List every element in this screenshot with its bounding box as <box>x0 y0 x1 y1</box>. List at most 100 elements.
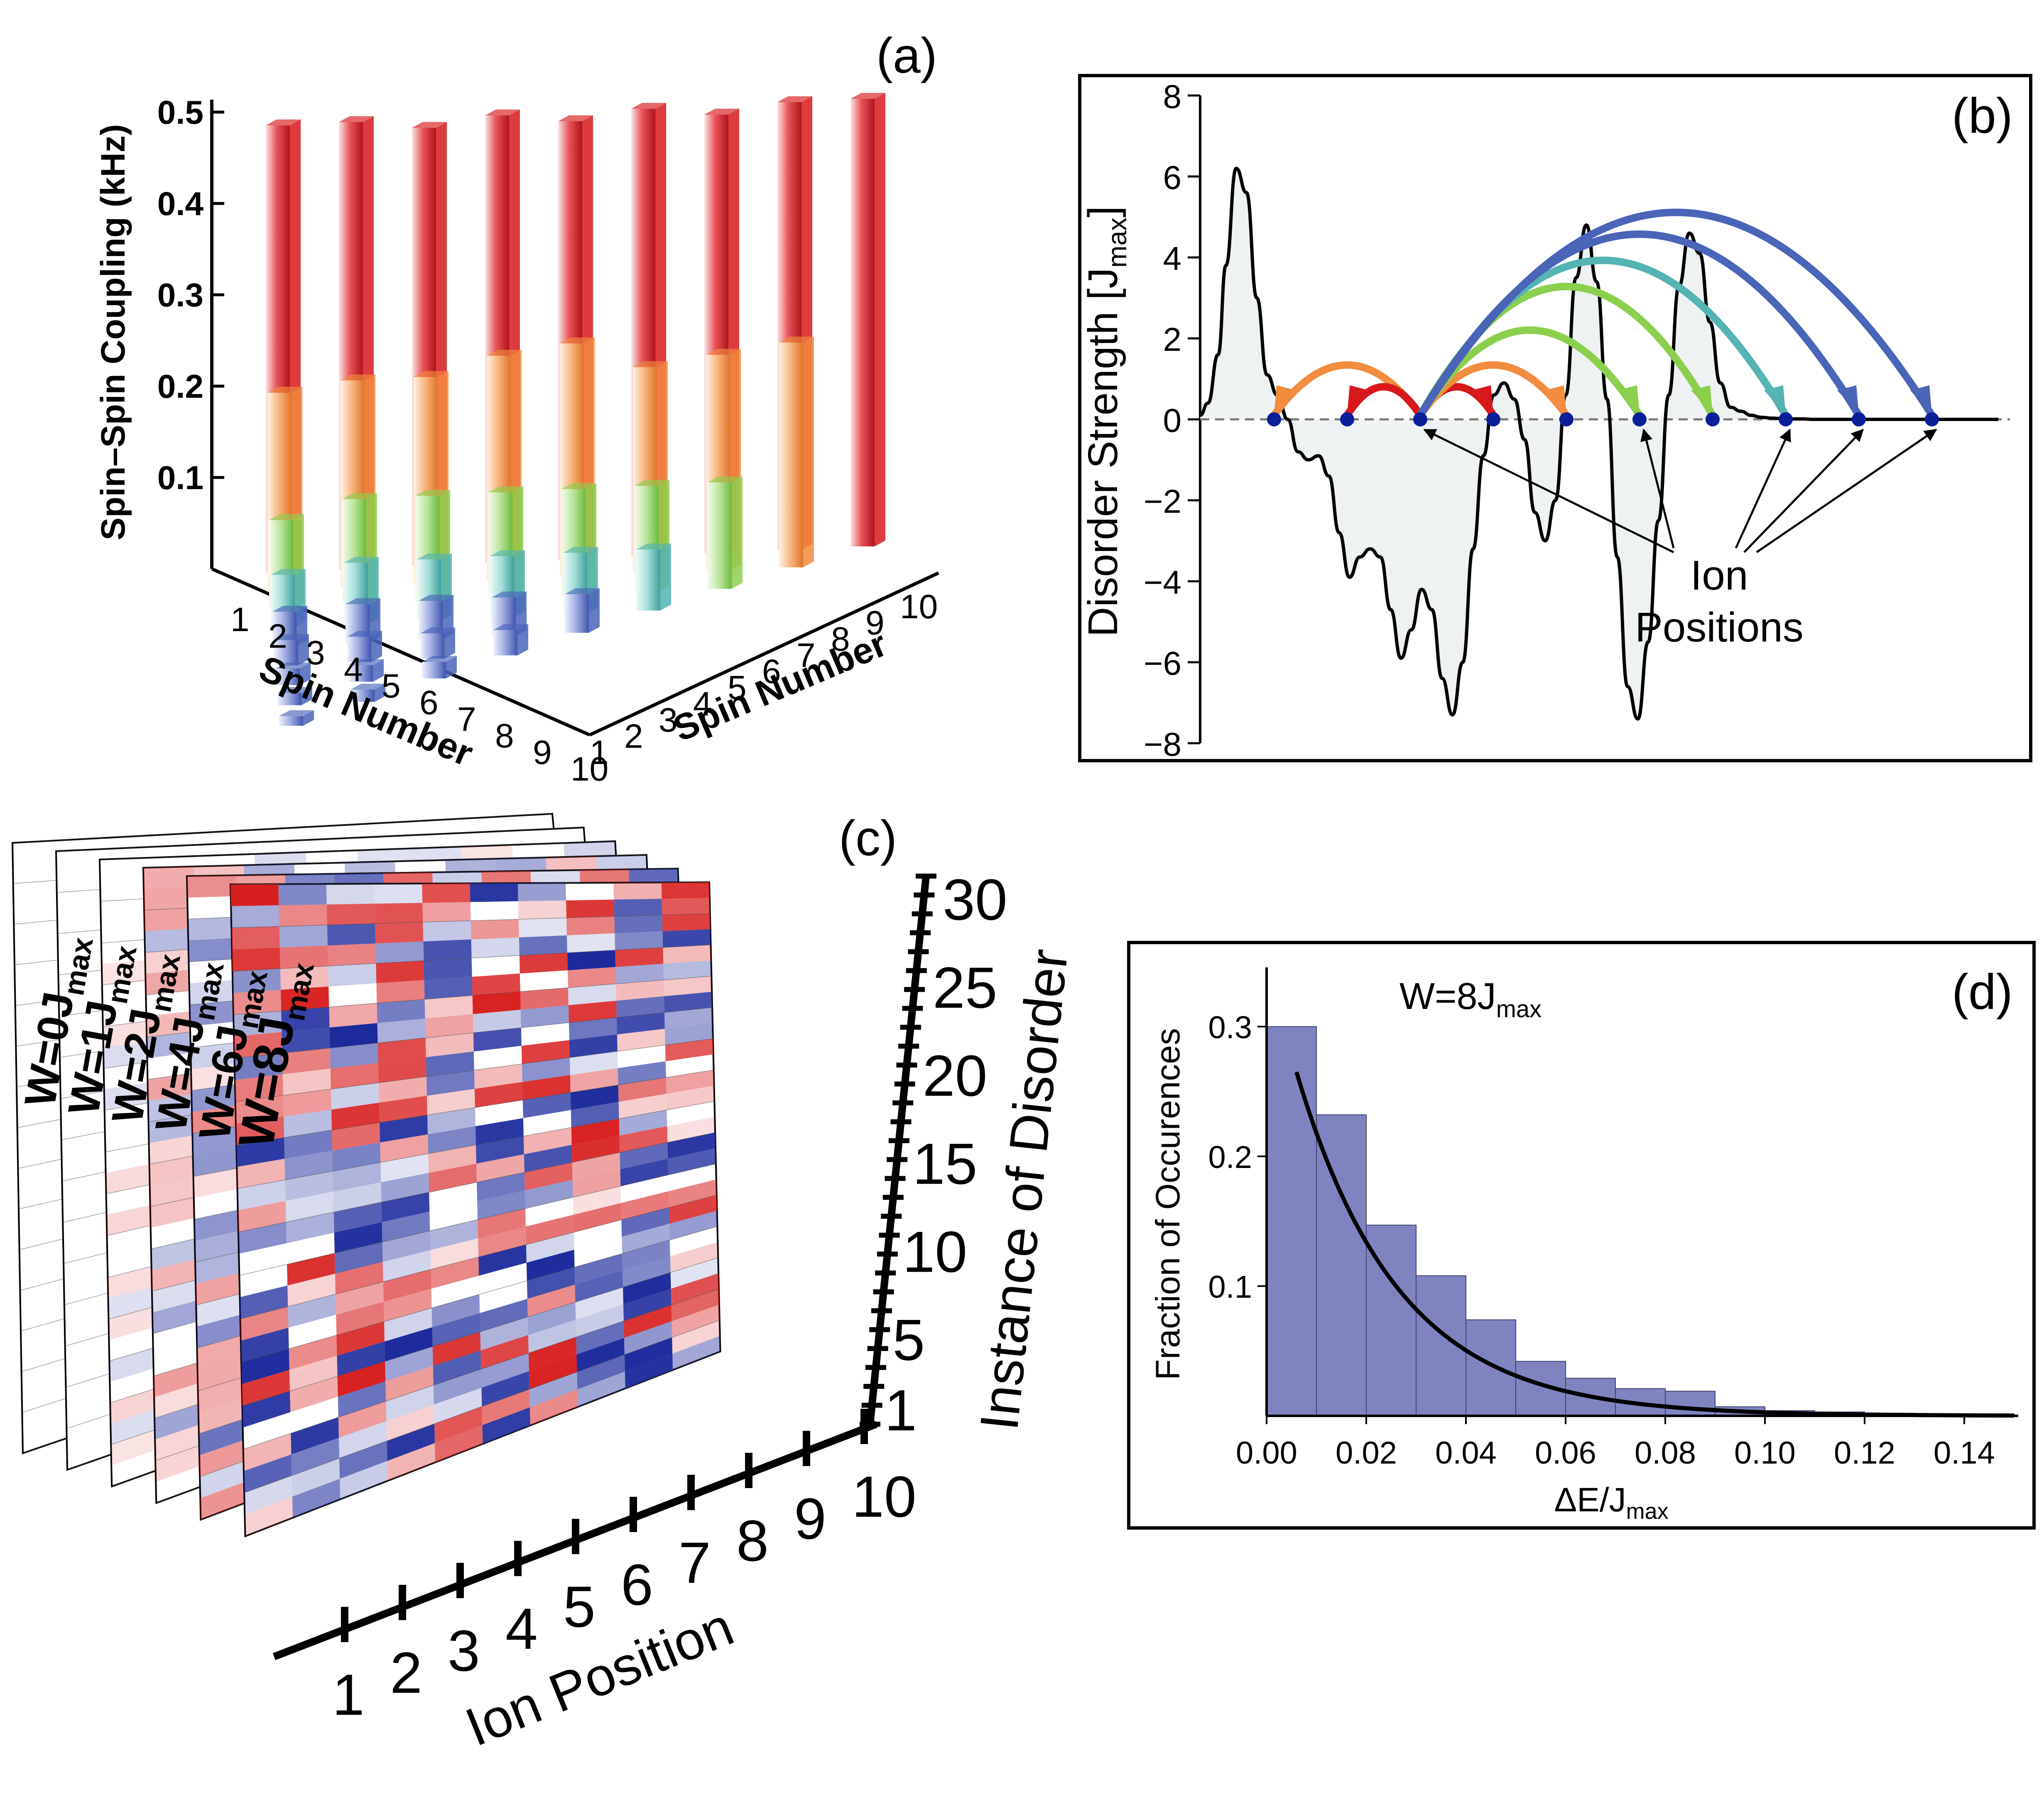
panel-c-heat-cell <box>332 1142 381 1171</box>
panel-c-heat-cell <box>615 931 663 950</box>
panel-a-bar-top <box>269 514 304 520</box>
panel-c-heat-cell <box>282 1027 330 1053</box>
panel-c-heat-cell <box>472 992 521 1014</box>
panel-c-heat-cell <box>283 1109 332 1138</box>
panel-a-bar-top <box>563 547 598 553</box>
panel-c-heat-cell <box>433 1350 481 1386</box>
panel-c-heat-cell <box>376 960 424 984</box>
panel-c-heat-cell <box>616 1012 665 1035</box>
panel-c-heat-cell <box>618 1094 667 1119</box>
panel-a-bar-front <box>349 665 373 682</box>
panel-c-heat-cell <box>380 1115 428 1143</box>
panel-c-heat-cell <box>230 884 279 906</box>
panel-c-heat-cell <box>152 1299 204 1334</box>
panel-c-heat-cell <box>671 1289 719 1322</box>
panel-c-heat-cell <box>242 1370 290 1406</box>
panel-c-heat-cell <box>145 969 196 995</box>
panel-c-heat-cell <box>149 1134 200 1164</box>
panel-c-heat-cell <box>567 967 616 988</box>
panel-c-heat-cell <box>106 1203 160 1236</box>
panel-c-heat-cell <box>194 1230 245 1262</box>
panel-a-bar-front <box>274 640 298 666</box>
panel-a-bar-front <box>420 633 444 659</box>
panel-c-heat-cell <box>432 1332 481 1366</box>
panel-c-x-tick-label: 8 <box>736 1508 769 1573</box>
panel-c-heat-cell <box>289 1376 338 1413</box>
panel-c-heat-cell <box>669 1195 717 1224</box>
panel-a-bar-side <box>300 662 311 685</box>
panel-b-disorder-profile: (b) 8 6 4 2 0 −2 −4 −6 −8 Disorder Strength [Jma… <box>1078 74 2032 763</box>
panel-c-heat-cell <box>374 903 423 924</box>
panel-c-heat-cell <box>613 882 662 900</box>
panel-a-bar-top <box>704 108 739 115</box>
panel-a-z-tick-label: 10 <box>900 588 938 626</box>
panel-c-x-tick-label: 3 <box>448 1618 480 1683</box>
panel-b-arrowhead <box>1274 385 1296 414</box>
panel-c-heat-cell <box>382 1231 431 1262</box>
panel-b-y-tick-label: 6 <box>1163 159 1182 196</box>
panel-c-heat-cell <box>618 1077 667 1102</box>
panel-c-heat-cell <box>288 1294 336 1328</box>
panel-a-bar-top <box>487 350 522 356</box>
panel-c-heat-cell <box>103 1020 156 1048</box>
panel-c-heat-cell <box>235 1074 283 1102</box>
panel-c-heat-cell <box>291 1437 340 1476</box>
panel-c-heat-cell <box>198 1396 248 1434</box>
panel-c-heat-cell <box>666 1070 714 1094</box>
panel-c-heat-cell <box>240 1327 289 1363</box>
panel-c-heat-cell <box>427 1107 475 1135</box>
panel-c-grid-line <box>12 813 553 843</box>
panel-c-x-ticks: 1 2 3 4 5 6 7 8 9 10 <box>332 1409 917 1727</box>
panel-c-heat-cell <box>575 1270 623 1302</box>
panel-a-x-tick-label: 1 <box>230 601 250 639</box>
panel-b-ion-dot <box>1706 412 1720 426</box>
panel-a-x-tick-label: 4 <box>344 651 363 688</box>
panel-b-annotation-pointers <box>1423 428 1937 553</box>
panel-c-heat-cell <box>384 1308 432 1342</box>
panel-c-grid-line <box>241 1226 718 1363</box>
panel-c-heat-cell <box>145 928 196 952</box>
panel-c-y-tick-label: 20 <box>923 1043 988 1108</box>
panel-c-heat-cell <box>287 1253 335 1285</box>
panel-d-x-tick-label: 0.14 <box>1934 1435 1995 1471</box>
panel-a-bar-front <box>422 661 446 678</box>
panel-c-heat-cell <box>199 1438 250 1477</box>
panel-a-bar-top <box>419 595 453 601</box>
panel-c-heat-cell <box>616 996 665 1018</box>
panel-c-heat-cell <box>241 1349 289 1384</box>
panel-c-heat-cell <box>482 1389 530 1425</box>
panel-c-heat-cell <box>564 841 616 859</box>
panel-c-heat-cell <box>478 1244 527 1276</box>
panel-c-heat-cell <box>524 1145 572 1173</box>
panel-c-heat-cell <box>387 1424 435 1461</box>
panel-c-heat-cell <box>243 1433 292 1471</box>
panel-a-bar-top <box>274 634 309 640</box>
panel-c-heat-cell <box>528 1320 576 1353</box>
panel-b-y-tick-label: −6 <box>1144 645 1181 682</box>
panel-d-annotation: W=8Jmax <box>1399 976 1542 1023</box>
panel-c-heat-cell <box>664 976 712 996</box>
panel-c-heat-cell <box>625 1354 673 1388</box>
panel-a-bar-top <box>636 544 671 550</box>
panel-c-heat-cell <box>283 1089 331 1117</box>
panel-b-y-tick-label: 2 <box>1163 321 1182 358</box>
panel-c-y-tick-label: 10 <box>902 1219 967 1284</box>
panel-a-3d-bar-chart: (a) 0.1 0.2 0.3 0.4 0.5 Spin–Spin Coupling (… <box>94 28 939 788</box>
panel-a-bar-front <box>276 668 300 685</box>
panel-c-heat-cell <box>575 1287 623 1320</box>
panel-a-bars <box>266 93 885 726</box>
panel-d-x-tick-label: 0.10 <box>1734 1435 1796 1471</box>
panel-c-heat-cell <box>615 947 664 967</box>
panel-d-bar <box>1466 1319 1516 1416</box>
panel-c-heat-cell <box>668 1148 716 1175</box>
panel-c-heat-cell <box>621 1207 669 1237</box>
panel-a-z-tick-label: 8 <box>831 620 850 658</box>
panel-c-heat-cell <box>148 1113 200 1143</box>
panel-c-heat-cell <box>569 1051 618 1075</box>
panel-a-bar-top <box>279 710 314 716</box>
panel-c-heat-cell <box>596 855 647 872</box>
panel-c-heat-cell <box>200 1459 250 1498</box>
panel-a-bar-top <box>561 483 596 489</box>
panel-b-coupling-arrows <box>1271 208 1935 418</box>
panel-c-grid-line <box>240 1195 717 1320</box>
